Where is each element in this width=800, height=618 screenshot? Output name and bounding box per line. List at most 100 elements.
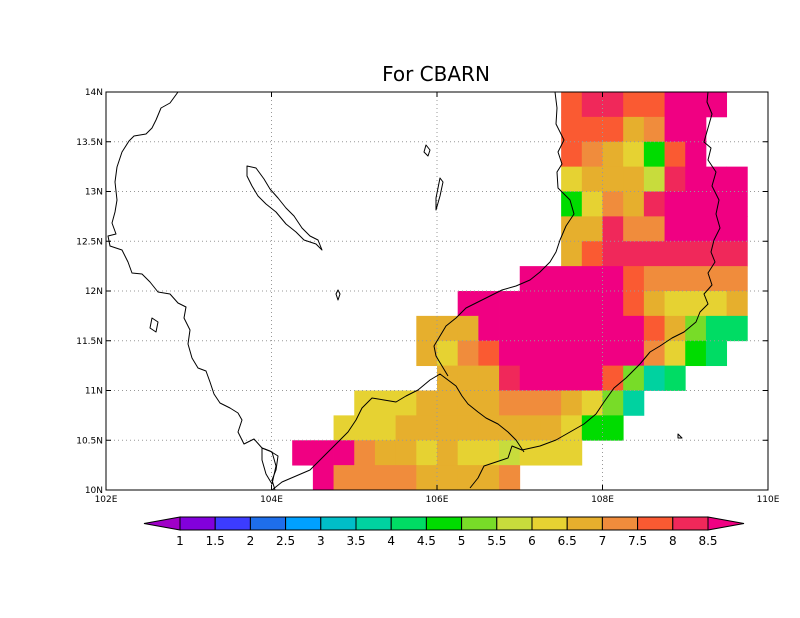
data-cell [457,291,479,317]
data-cell [602,291,624,317]
x-tick-label: 102E [95,495,118,505]
data-cell [561,340,583,367]
data-cell [519,365,541,391]
colorbar-label: 8.5 [698,534,717,548]
data-cell [664,365,686,391]
x-tick-label: 110E [757,495,780,505]
colorbar-label: 4 [387,534,395,548]
map-title: For CBARN [382,62,490,86]
data-cell [437,440,459,466]
data-cell [561,315,583,342]
data-cell [581,415,603,441]
data-cell [416,465,438,491]
data-cell [457,415,479,441]
data-cell [623,266,645,292]
data-cell [499,291,521,317]
coastline-island-4 [149,317,159,333]
colorbar-box [637,516,674,531]
data-cell [602,241,624,267]
data-cell [705,166,728,192]
colorbar-box [425,516,463,531]
data-cell [726,166,748,192]
data-cell [664,266,686,292]
data-cell [581,315,603,342]
data-cell [643,291,665,317]
colorbar-box [531,516,568,531]
data-cell [602,415,624,441]
y-tick-label: 12N [85,287,103,297]
data-cell [664,116,686,143]
data-cell [602,166,624,192]
data-cell [643,266,665,292]
data-cell [685,241,707,267]
data-cell [519,266,541,292]
data-cell [623,291,645,317]
data-cell [478,315,500,342]
data-cell [602,365,624,391]
data-cell [602,116,624,143]
colorbar-box [566,516,603,531]
data-cell [726,191,748,217]
data-cell [354,465,376,491]
data-cell [499,365,521,391]
coastline-island-2 [435,177,444,211]
data-cell [374,465,397,491]
data-cell [664,340,686,367]
data-cell [437,340,459,367]
data-cell [705,291,728,317]
colorbar-label: 6.5 [558,534,577,548]
y-tick-label: 10.5N [76,436,103,446]
data-cell [664,241,686,267]
data-cell [643,315,665,342]
colorbar-arrow-low [143,516,181,531]
data-cell [664,191,686,217]
coastline-gulf-coast [433,91,575,377]
colorbar-box [249,516,287,531]
coastline-mainland [107,91,279,491]
colorbar-label: 7 [599,534,607,548]
data-cell [333,465,355,491]
data-cell [726,291,748,317]
data-cell [312,465,334,491]
colorbar-label: 8 [669,534,677,548]
data-cell [602,390,624,416]
data-cell [561,116,583,143]
data-cell [581,92,603,118]
axis-ticks: 102E 104E 106E 108E 110E 10N 10.5N 11N 11.5N 12N 1… [76,88,780,505]
data-cell [540,340,562,367]
y-tick-label: 11.5N [76,337,103,347]
data-cell [561,390,583,416]
data-cell [685,216,707,242]
data-cell [478,465,500,491]
colorbar-label: 1.5 [206,534,225,548]
data-cell [561,166,583,192]
data-cell [395,390,417,416]
data-cell [664,92,686,118]
data-cell [623,116,645,143]
colorbar-label: 3 [317,534,325,548]
data-cell [416,440,438,466]
data-cell [643,166,665,192]
data-cell [540,266,562,292]
data-cell [540,415,562,441]
data-cell [581,365,603,391]
data-cell [561,92,583,118]
data-cell [623,141,645,168]
colorbar-box [285,516,322,531]
data-cell [685,340,707,367]
x-tick-label: 104E [260,495,283,505]
colorbar-box [496,516,533,531]
y-tick-label: 11N [85,387,103,397]
data-cell [664,315,686,342]
data-cell [395,465,417,491]
data-cell [457,340,479,367]
data-cell [685,291,707,317]
coastline-island-5 [261,447,277,485]
data-cell [437,390,459,416]
data-cell [643,216,665,242]
data-cell [602,340,624,367]
data-cell [602,92,624,118]
data-cell [643,241,665,267]
data-cell [354,440,376,466]
data-cell [561,241,583,267]
